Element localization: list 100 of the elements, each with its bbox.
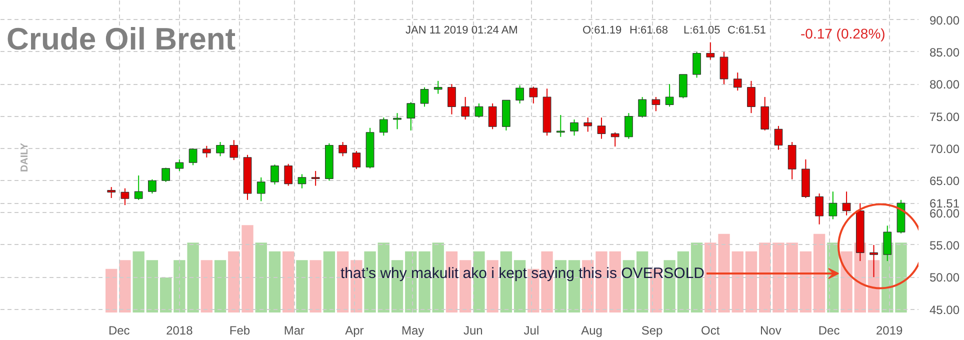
y-tick-label: 45.00	[930, 302, 960, 317]
candlestick	[406, 102, 416, 131]
annotation: O:61.19	[582, 24, 622, 36]
bar	[704, 242, 716, 312]
y-tick-label: 70.00	[930, 142, 960, 156]
bar	[200, 260, 212, 312]
x-tick-label: Aug	[581, 324, 602, 338]
x-tick-label: Jul	[524, 324, 540, 338]
bar	[732, 251, 744, 312]
candlestick	[678, 74, 688, 99]
bar	[119, 260, 131, 312]
candlestick	[842, 191, 851, 216]
candlestick	[256, 176, 266, 202]
candlestick	[570, 119, 578, 136]
x-tick-label: Dec	[108, 324, 130, 338]
bar	[609, 251, 621, 312]
x-tick-label: May	[401, 324, 424, 338]
candlestick	[120, 188, 130, 206]
candlestick	[175, 158, 184, 172]
candlestick	[434, 80, 442, 94]
bar	[296, 260, 308, 312]
candlestick	[379, 117, 388, 136]
annotation: C:61.51	[728, 24, 766, 36]
candlestick	[870, 244, 878, 278]
x-tick-label: Oct	[701, 324, 720, 338]
x-tick-label: Dec	[818, 324, 840, 338]
candlestick	[352, 150, 361, 170]
candlestick	[774, 125, 783, 150]
candlestick	[692, 51, 701, 78]
candlestick	[202, 145, 211, 158]
bar	[255, 242, 267, 312]
bar	[146, 260, 158, 312]
bar	[106, 268, 118, 312]
candlestick	[448, 84, 456, 115]
y-tick-label: 75.00	[930, 110, 960, 124]
x-tick-label: Mar	[284, 324, 305, 338]
bar	[745, 251, 758, 312]
candlestick	[230, 140, 238, 161]
candlestick	[216, 142, 224, 157]
candlestick	[624, 112, 633, 140]
bar	[759, 242, 771, 312]
candlestick	[338, 142, 347, 157]
bar	[840, 251, 852, 312]
bar	[160, 278, 172, 312]
annotation: L:61.05	[684, 24, 720, 36]
bar	[310, 260, 322, 312]
annotation: -0.17 (0.28%)	[800, 26, 886, 42]
candlestick	[284, 163, 293, 186]
bar	[268, 251, 281, 312]
candlestick	[760, 96, 770, 131]
annotation: DAILY	[20, 142, 30, 172]
y-tick-label: 90.00	[930, 13, 960, 28]
candlestick	[461, 96, 470, 120]
x-tick-label: Feb	[229, 324, 250, 338]
candlestick	[720, 51, 728, 85]
candlestick	[311, 170, 320, 186]
bar	[282, 251, 294, 312]
candlestick	[420, 86, 429, 108]
text: JAN 11 2019 01:24 AM	[406, 24, 518, 36]
bar	[895, 242, 907, 312]
candlestick	[148, 178, 156, 194]
annotation: H:61.68	[630, 24, 668, 36]
bar	[486, 260, 498, 312]
x-tick-label: Apr	[345, 324, 364, 338]
candlestick	[134, 174, 143, 200]
bar	[228, 251, 240, 312]
candlestick	[638, 96, 647, 118]
bar	[800, 251, 812, 312]
candlestick	[706, 42, 715, 60]
bar	[214, 260, 226, 312]
candlestick	[815, 192, 824, 225]
candlestick	[474, 102, 484, 118]
candlestick	[788, 142, 796, 180]
candlestick	[270, 164, 279, 185]
x-tick-label: 2018	[166, 324, 194, 338]
x-tick-label: Jun	[463, 324, 483, 338]
text: Crude Oil Brent	[6, 22, 236, 56]
x-tick-label: 2019	[876, 324, 903, 338]
y-tick-label: 55.00	[930, 238, 960, 252]
bar	[132, 251, 144, 312]
candlestick	[529, 86, 538, 104]
bar	[827, 242, 839, 312]
candlestick	[488, 102, 497, 130]
candlestick	[107, 186, 116, 198]
x-tick-label: Nov	[760, 324, 782, 338]
candlestick	[597, 117, 606, 140]
bar	[323, 251, 336, 312]
bar	[242, 225, 254, 312]
candlestick	[747, 80, 756, 114]
y-tick-label: 60.00	[930, 206, 960, 220]
bar	[813, 234, 826, 312]
candlestick	[665, 84, 674, 108]
x-tick-label: Sep	[641, 324, 664, 338]
candlestick	[188, 148, 198, 166]
candlestick	[298, 174, 306, 189]
candlestick	[828, 191, 838, 220]
candlestick	[162, 167, 170, 182]
y-tick-label: 80.00	[930, 78, 960, 92]
y-tick-label: 65.00	[930, 174, 960, 188]
candlestick	[652, 96, 660, 112]
